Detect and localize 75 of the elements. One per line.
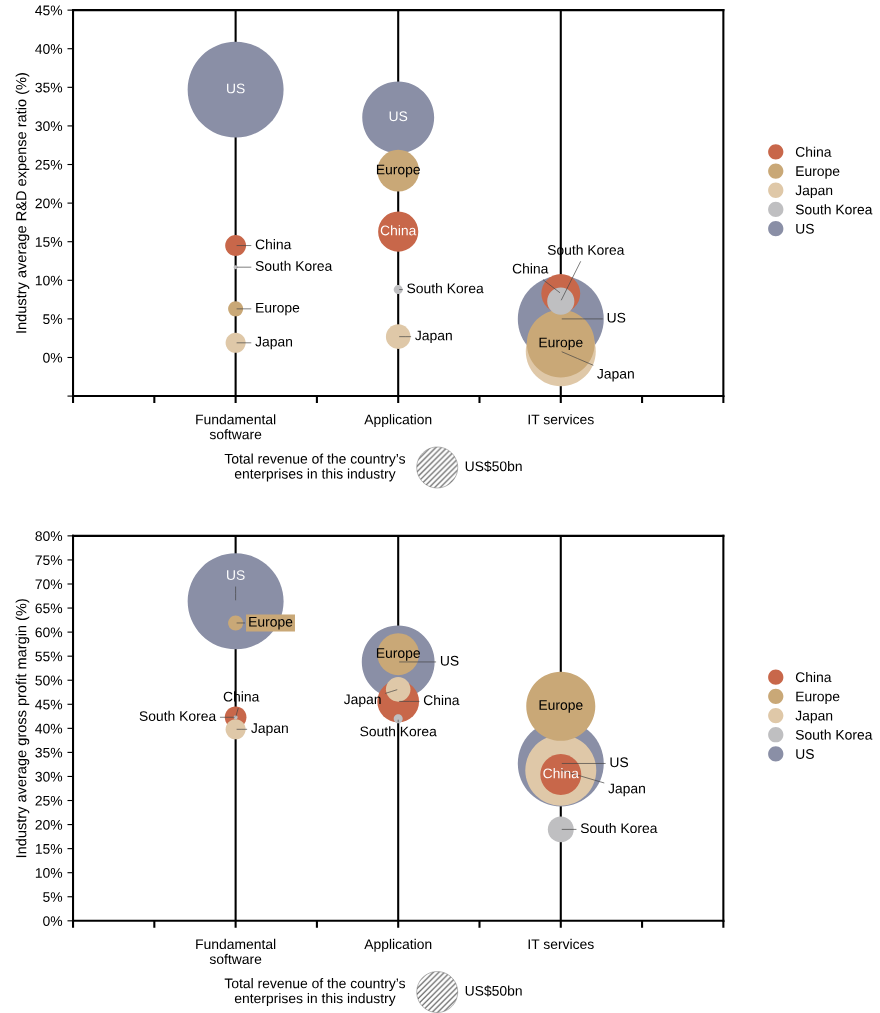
y-tick-label: 40%: [35, 723, 63, 734]
y-tick-label: 0%: [43, 916, 63, 926]
y-tick-label: 5%: [43, 314, 63, 325]
y-tick-label: 70%: [35, 579, 63, 590]
y-tick-label: 30%: [35, 771, 63, 782]
annotation: Japan: [608, 783, 645, 797]
y-tick-label: 55%: [35, 651, 63, 662]
annotation: China: [543, 768, 579, 779]
annotation: US: [227, 570, 245, 581]
legend-label: US: [796, 749, 814, 759]
annotation: Japan: [255, 336, 292, 350]
legend-label: US$50bn: [465, 985, 522, 997]
annotation: Europe: [376, 648, 420, 661]
annotation: Japan: [415, 330, 452, 344]
annotation: US: [607, 312, 626, 323]
y-tick-label: 80%: [35, 531, 63, 542]
y-tick-label: 50%: [35, 675, 63, 686]
y-tick-label: 60%: [35, 627, 63, 638]
y-axis-title: Industry average gross profit margin (%): [15, 599, 30, 858]
annotation: US: [227, 83, 245, 94]
x-tick-label: Application: [364, 938, 432, 952]
legend-label: South Korea: [795, 729, 873, 740]
legend-label: Japan: [795, 185, 833, 198]
x-tick-label: Fundamental software: [196, 938, 276, 965]
annotation: China: [380, 225, 417, 236]
y-tick-label: 45%: [35, 699, 63, 710]
legend-label: US: [796, 223, 814, 234]
y-tick-label: 25%: [35, 159, 63, 170]
y-tick-label: 30%: [35, 121, 63, 132]
annotation: South Korea: [139, 710, 217, 722]
y-tick-label: 15%: [35, 237, 63, 247]
y-tick-label: 5%: [43, 892, 63, 902]
annotation: Europe: [539, 337, 583, 351]
text: Total revenue of the country’s enterprises in this industry: [224, 453, 406, 482]
y-tick-label: 45%: [35, 5, 63, 16]
legend-label: South Korea: [795, 204, 873, 215]
annotation: South Korea: [360, 726, 437, 737]
y-tick-label: 75%: [35, 555, 63, 566]
x-tick-label: IT services: [528, 414, 594, 425]
annotation: Europe: [256, 302, 300, 316]
y-tick-label: 15%: [35, 844, 63, 854]
y-tick-label: 10%: [35, 868, 63, 878]
legend-label: Japan: [795, 710, 833, 724]
y-tick-label: 65%: [35, 603, 63, 614]
annotation: China: [423, 694, 460, 706]
legend-label: US$50bn: [465, 460, 522, 473]
annotation: South Korea: [580, 822, 658, 834]
legend-label: Europe: [796, 691, 840, 705]
y-tick-label: 25%: [35, 795, 63, 806]
x-tick-label: Fundamental software: [196, 414, 276, 440]
y-tick-label: 20%: [35, 819, 63, 830]
annotation: South Korea: [255, 260, 333, 271]
annotation: US: [440, 655, 459, 666]
x-tick-label: Application: [364, 414, 432, 428]
annotation: Europe: [249, 617, 293, 630]
annotation: US: [389, 111, 408, 122]
annotation: Japan: [251, 723, 288, 736]
y-tick-label: 10%: [35, 275, 63, 286]
y-axis-title: Industry average R&D expense ratio (%): [15, 73, 30, 333]
legend-label: China: [795, 671, 832, 683]
y-tick-label: 35%: [35, 82, 63, 93]
y-tick-label: 35%: [35, 747, 63, 758]
annotation: Europe: [539, 700, 583, 713]
y-tick-label: 0%: [43, 352, 63, 363]
annotation: Japan: [597, 368, 634, 382]
legend-label: Europe: [796, 166, 840, 179]
annotation: US: [610, 757, 629, 768]
legend-label: China: [795, 146, 832, 157]
annotation: China: [255, 239, 292, 250]
annotation: China: [512, 263, 549, 274]
annotation: South Korea: [407, 283, 484, 294]
y-tick-label: 40%: [35, 44, 63, 54]
text: Total revenue of the country’s enterprises in this industry: [224, 978, 406, 1006]
x-tick-label: IT services: [528, 938, 594, 950]
y-tick-label: 20%: [35, 198, 63, 209]
